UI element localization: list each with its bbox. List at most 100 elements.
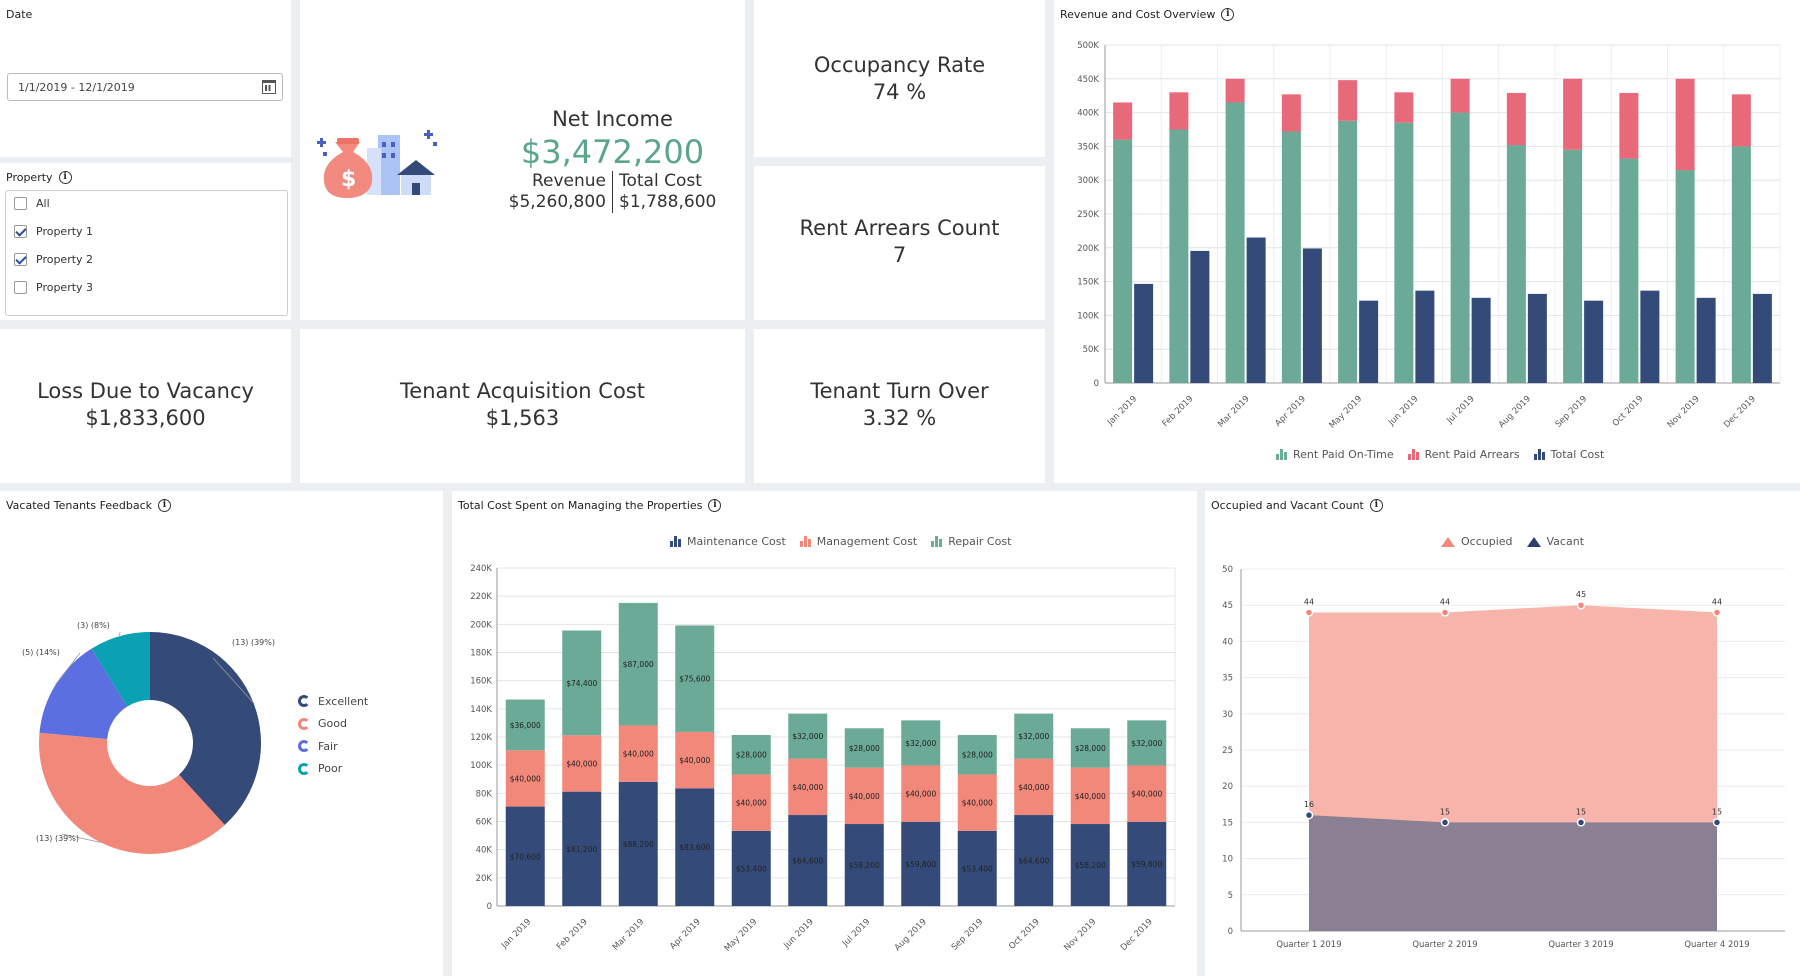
- point-occupied: [1712, 608, 1722, 617]
- legend-excellent[interactable]: Excellent: [298, 690, 368, 713]
- legend-occupied[interactable]: Occupied: [1441, 535, 1513, 548]
- y-tick-label: 40: [1222, 637, 1233, 647]
- legend-label: Rent Paid Arrears: [1424, 448, 1520, 461]
- x-tick-label: Aug 2019: [1497, 394, 1533, 430]
- y-tick-label: 300K: [1077, 176, 1099, 186]
- net-income-label: Net Income: [552, 107, 673, 131]
- property-option-1[interactable]: Property 1: [14, 225, 93, 238]
- checkbox[interactable]: [14, 197, 27, 210]
- y-tick-label: 25: [1222, 746, 1233, 756]
- option-label: Property 1: [36, 225, 94, 238]
- revenue-cost-chart-card: Revenue and Cost Overview i 0 50K 100K 150K…: [1054, 0, 1800, 483]
- property-list: All Property 1 Property 2 Property 3: [5, 190, 288, 316]
- y-tick-label: 60K: [476, 818, 493, 828]
- bar-management-cost: [1070, 767, 1110, 825]
- bar-rent-arrears: [1675, 78, 1695, 171]
- property-option-2[interactable]: Property 2: [14, 253, 93, 266]
- legend-vacant[interactable]: Vacant: [1526, 535, 1584, 548]
- data-label: 44: [1304, 597, 1314, 606]
- bar-rent-ontime: [1731, 146, 1751, 383]
- legend-rent-arrears[interactable]: Rent Paid Arrears: [1407, 448, 1520, 461]
- checkbox[interactable]: [14, 281, 27, 294]
- legend-maintenance[interactable]: Maintenance Cost: [670, 535, 786, 548]
- point-occupied: [1440, 608, 1450, 617]
- date-range-input[interactable]: 1/1/2019 - 12/1/2019: [7, 73, 283, 101]
- data-label: $40,000: [1131, 790, 1162, 799]
- legend-label: Poor: [318, 762, 343, 776]
- bar-repair-cost: [618, 602, 658, 726]
- bar-rent-arrears: [1563, 78, 1583, 150]
- bar-total-cost: [1359, 300, 1379, 383]
- bar-rent-ontime: [1113, 139, 1133, 383]
- donut-icon: [298, 717, 310, 730]
- option-label: Property 3: [36, 281, 94, 294]
- x-tick-label: Dec 2019: [1119, 917, 1155, 953]
- occupancy-chart-card: Occupied and Vacant Count i Occupied Vac…: [1205, 491, 1800, 976]
- data-label: $59,800: [1131, 860, 1162, 869]
- data-label: $64,600: [792, 857, 823, 866]
- total-cost-value: $1,788,600: [619, 192, 717, 212]
- y-tick-label: 5: [1228, 891, 1233, 901]
- legend-fair[interactable]: Fair: [298, 735, 368, 758]
- data-label: $40,000: [1018, 783, 1049, 792]
- bar-rent-ontime: [1338, 120, 1358, 383]
- data-label: $40,000: [623, 750, 654, 759]
- loss-vacancy-value: $1,833,600: [85, 406, 206, 430]
- acquisition-card: Tenant Acquisition Cost $1,563: [300, 329, 745, 483]
- y-tick-label: 80K: [476, 789, 493, 799]
- bar-maintenance-cost: [1127, 821, 1167, 906]
- legend-repair[interactable]: Repair Cost: [931, 535, 1011, 548]
- data-label: $40,000: [962, 799, 993, 808]
- bar-chart-icon: [670, 536, 681, 547]
- legend-poor[interactable]: Poor: [298, 758, 368, 781]
- info-icon[interactable]: i: [708, 499, 722, 512]
- property-option-3[interactable]: Property 3: [14, 281, 93, 294]
- data-label: $83,600: [679, 843, 710, 852]
- bar-rent-ontime: [1450, 112, 1470, 383]
- data-label: $58,200: [849, 861, 880, 870]
- feedback-chart-card: Vacated Tenants Feedback i (13) (39%) (13…: [0, 491, 443, 976]
- bar-chart-icon: [799, 536, 811, 547]
- legend-rent-ontime[interactable]: Rent Paid On-Time: [1276, 448, 1394, 461]
- legend-label: Total Cost: [1550, 448, 1605, 461]
- point-vacant: [1712, 818, 1722, 827]
- data-label: $74,400: [566, 679, 597, 688]
- legend-good[interactable]: Good: [298, 713, 368, 736]
- y-tick-label: 45: [1222, 601, 1233, 611]
- data-label: $28,000: [1075, 744, 1106, 753]
- bar-chart-icon: [931, 536, 943, 547]
- x-tick-label: Jul 2019: [1445, 394, 1477, 426]
- info-icon[interactable]: i: [1221, 8, 1235, 21]
- revenue-label: Revenue: [531, 171, 606, 191]
- info-icon[interactable]: i: [158, 499, 171, 512]
- acquisition-kpi: Tenant Acquisition Cost $1,563: [300, 378, 745, 432]
- data-label: (13) (39%): [36, 834, 79, 843]
- data-label: 15: [1712, 807, 1722, 816]
- data-label: $40,000: [905, 790, 936, 799]
- bar-management-cost: [505, 750, 545, 807]
- rent-arrears-card: Rent Arrears Count 7: [754, 166, 1045, 320]
- calendar-icon[interactable]: [262, 80, 276, 94]
- bar-maintenance-cost: [562, 791, 602, 906]
- property-option-all[interactable]: All: [14, 197, 50, 210]
- data-label: $87,000: [623, 660, 654, 669]
- info-icon[interactable]: i: [1369, 499, 1383, 512]
- property-filter-card: Property i All Property 1 Property 2 Pro…: [0, 163, 291, 320]
- loss-vacancy-label: Loss Due to Vacancy: [37, 379, 254, 403]
- y-tick-label: 350K: [1077, 142, 1099, 152]
- data-label: $28,000: [962, 751, 993, 760]
- bar-rent-ontime: [1563, 149, 1583, 383]
- bar-maintenance-cost: [901, 821, 941, 906]
- y-tick-label: 180K: [470, 649, 492, 659]
- bar-rent-arrears: [1450, 78, 1470, 113]
- x-tick-label: Dec 2019: [1722, 394, 1758, 430]
- checkbox-checked[interactable]: [14, 253, 27, 266]
- checkbox-checked[interactable]: [14, 225, 27, 238]
- legend-total-cost[interactable]: Total Cost: [1533, 448, 1605, 461]
- point-occupied: [1304, 608, 1314, 617]
- data-label: $32,000: [792, 732, 823, 741]
- legend-management[interactable]: Management Cost: [799, 535, 917, 548]
- y-tick-label: 40K: [476, 846, 493, 856]
- bar-repair-cost: [844, 728, 884, 768]
- info-icon[interactable]: i: [58, 171, 72, 184]
